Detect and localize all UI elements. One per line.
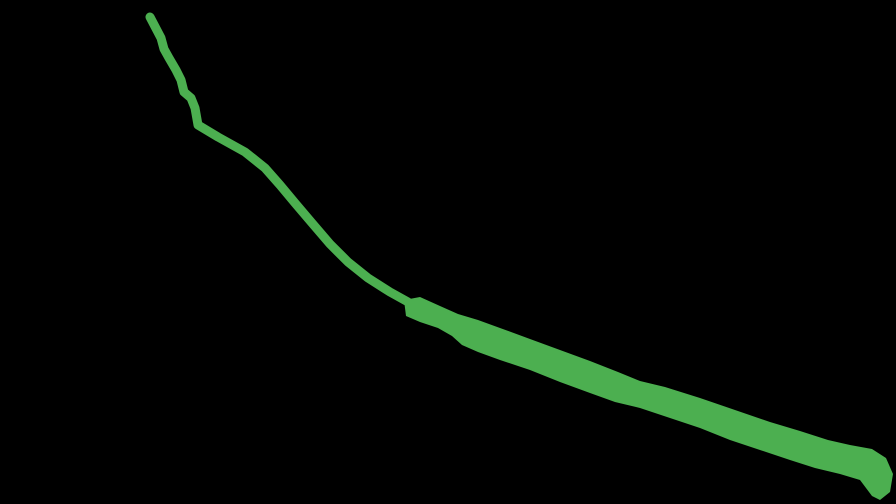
green-brush-stroke-thick: [404, 297, 893, 500]
green-brush-stroke: [145, 12, 413, 307]
